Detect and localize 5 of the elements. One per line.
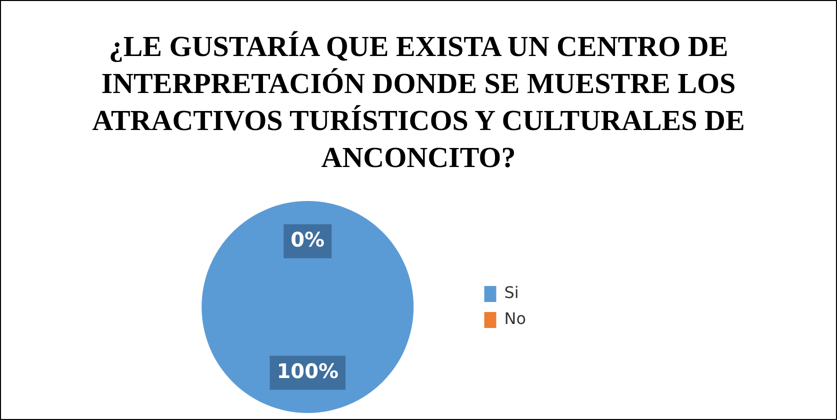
legend-label: Si [504,283,519,302]
chart-title: ¿LE GUSTARÍA QUE EXISTA UN CENTRO DE INTERPRETACIÓN DONDE SE MUESTRE LOS ATRACTIVOS TURÍSTICOS Y CULTURALES DE ANCONCITO? [91,30,746,176]
data-label: 100% [276,358,339,383]
legend-label: No [504,309,526,328]
text: 0% [290,227,325,252]
